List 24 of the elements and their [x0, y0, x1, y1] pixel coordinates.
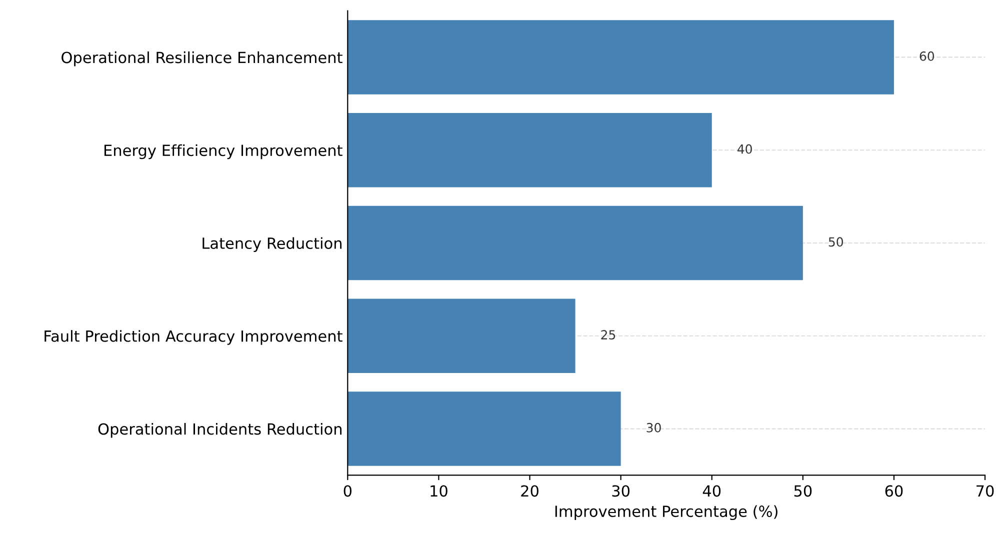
x-tick-label: 10	[430, 485, 448, 497]
x-tick-label: 50	[794, 485, 812, 497]
bar	[348, 298, 576, 374]
data-label: 30	[646, 422, 661, 432]
bar	[348, 112, 712, 188]
y-tick-label: Fault Prediction Accuracy Improvement	[44, 330, 342, 345]
y-tick-label: Latency Reduction	[202, 237, 342, 252]
bar	[348, 392, 621, 466]
data-label: 40	[737, 144, 752, 154]
bar	[348, 206, 803, 280]
data-label: 50	[828, 237, 843, 247]
x-tick-label: 40	[702, 485, 721, 497]
x-tick-label: 20	[521, 485, 538, 497]
x-tick-label: 70	[976, 485, 994, 497]
x-tick-label: 60	[885, 485, 903, 497]
x-tick-label: 0	[344, 485, 352, 497]
data-label: 60	[920, 51, 934, 61]
x-axis-title: Improvement Percentage (%)	[555, 505, 778, 520]
y-tick-label: Operational Incidents Reduction	[98, 422, 342, 438]
bar	[348, 20, 894, 94]
y-tick-label: Operational Resilience Enhancement	[62, 51, 342, 66]
data-label: 25	[601, 330, 616, 340]
x-tick-label: 30	[612, 485, 630, 497]
y-tick-label: Energy Efficiency Improvement	[104, 144, 342, 160]
